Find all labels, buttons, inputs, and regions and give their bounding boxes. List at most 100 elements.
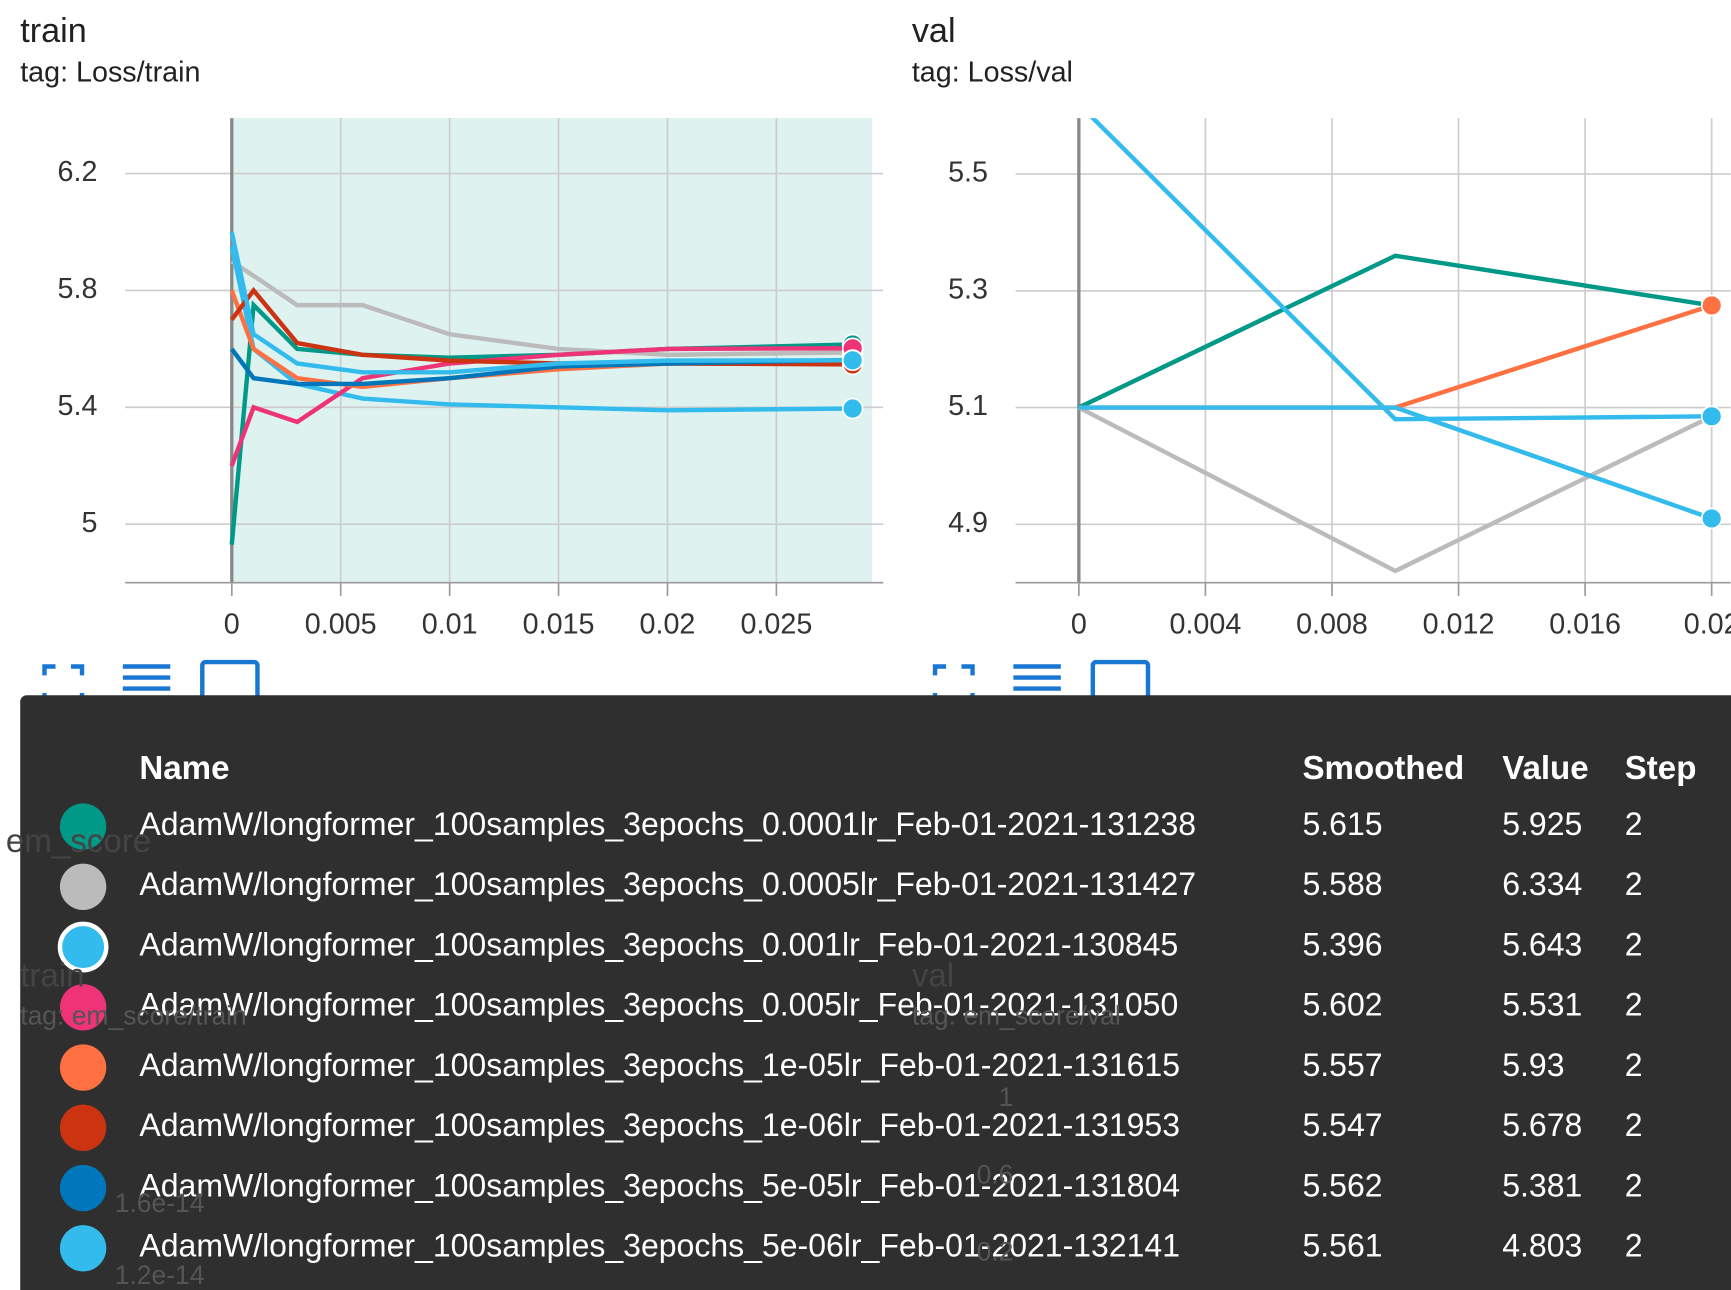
raw-value: 4.803 [1502,1228,1582,1264]
hover-dot [841,349,864,372]
hover-dot [1700,405,1723,428]
legend-icon[interactable] [122,664,171,702]
x-tick-label: 0.005 [305,608,377,640]
x-tick-label: 0.008 [1296,608,1368,640]
card-tag: tag: em_score/train [20,1000,247,1030]
smoothed-value: 5.557 [1302,1047,1382,1083]
smoothed-value: 5.588 [1302,866,1382,902]
series-line [1078,405,1713,521]
smoothed-value: 5.396 [1302,926,1382,962]
series-line [1077,253,1713,410]
y-tick-label: 5.4 [58,390,98,422]
x-tick-label: 0 [224,608,240,640]
tooltip-table: Name Smoothed Value Step AdamW/longformer_10… [57,750,1697,1272]
raw-value: 5.381 [1502,1167,1582,1203]
chart-tag: tag: Loss/train [20,57,200,89]
legend-icon[interactable] [1013,664,1061,702]
raw-value: 5.678 [1502,1107,1582,1143]
run-name: AdamW/longformer_100samples_3epochs_0.00… [139,866,1196,902]
step-value: 2 [1625,1107,1643,1143]
chart-title: val [912,12,956,50]
run-name: AdamW/longformer_100samples_3epochs_1e-0… [139,1047,1180,1083]
run-swatch [59,1044,107,1091]
run-name: AdamW/longformer_100samples_3epochs_0.00… [139,987,1178,1023]
step-value: 2 [1625,1047,1643,1083]
x-tick-label: 0.012 [1423,608,1495,640]
x-tick-label: 0.025 [741,608,813,640]
column-header: Smoothed [1302,750,1464,787]
series-line [229,347,853,387]
chart-tag: tag: Loss/val [912,57,1073,89]
x-tick-label: 0.004 [1170,608,1242,640]
step-value: 2 [1625,987,1643,1023]
smoothed-value: 5.615 [1302,806,1382,842]
card-tick: 0.2 [977,1237,1014,1267]
y-tick-label: 5.1 [948,390,988,422]
x-tick-label: 0.01 [422,608,478,640]
step-value: 2 [1625,1167,1643,1203]
smoothed-value: 5.561 [1302,1228,1382,1264]
series-line [1077,405,1713,574]
y-tick-label: 6.2 [58,156,98,188]
step-value: 2 [1625,866,1643,902]
series-line [1089,118,1712,422]
column-header: Step [1625,750,1697,787]
card-title: val [912,957,954,994]
smoothed-value: 5.602 [1302,987,1382,1023]
x-tick-label: 0 [1071,608,1087,640]
card-tag: tag: em_score/val [912,1000,1121,1030]
run-swatch [59,863,107,910]
raw-value: 5.643 [1502,926,1582,962]
run-swatch [59,984,107,1031]
smoothed-value: 5.562 [1302,1167,1382,1203]
run-swatch [59,803,107,850]
smoothed-value: 5.547 [1302,1107,1382,1143]
step-value: 2 [1625,926,1643,962]
y-tick-label: 5.3 [948,273,988,305]
card-tick: 1 [999,1082,1014,1112]
chart-title: train [20,12,87,50]
raw-value: 5.531 [1502,987,1582,1023]
column-header: Value [1502,750,1588,787]
x-tick-label: 0.02 [1684,608,1731,640]
y-tick-label: 5 [81,507,97,539]
card-tick: 1.2e-14 [115,1260,205,1290]
step-value: 2 [1625,1228,1643,1264]
y-tick-label: 5.5 [948,157,988,189]
run-swatch [59,1164,107,1212]
series-line [1078,303,1713,410]
hover-dot [841,397,864,420]
series-line [229,231,853,375]
x-tick-label: 0.015 [523,608,595,640]
card-title: train [20,957,84,994]
y-tick-label: 5.8 [58,273,98,305]
step-value: 2 [1625,806,1643,842]
series-line [230,259,853,357]
run-swatch [57,921,109,973]
x-tick-label: 0.016 [1549,608,1621,640]
raw-value: 6.334 [1502,866,1582,902]
run-swatch [59,1225,107,1272]
raw-value: 5.93 [1502,1047,1564,1083]
run-name: AdamW/longformer_100samples_3epochs_0.00… [139,926,1178,962]
fullscreen-icon[interactable] [932,664,975,705]
run-name: AdamW/longformer_100samples_3epochs_1e-0… [139,1107,1180,1143]
toolbar-left[interactable] [42,659,260,709]
run-name: AdamW/longformer_100samples_3epochs_5e-0… [139,1228,1180,1264]
x-tick-label: 0.02 [640,608,696,640]
y-tick-label: 4.9 [948,507,988,539]
run-name: AdamW/longformer_100samples_3epochs_5e-0… [139,1167,1180,1203]
card-tick: 0.6 [977,1159,1014,1189]
tooltip-panel [20,695,1731,1290]
fullscreen-icon[interactable] [42,664,85,705]
hover-dot [1700,294,1723,317]
run-name: AdamW/longformer_100samples_3epochs_0.00… [139,806,1196,842]
column-header: Name [139,750,229,787]
card-heading: em_score [6,823,151,860]
run-swatch [59,1104,107,1151]
raw-value: 5.925 [1502,806,1582,842]
card-tick: 1.6e-14 [115,1188,205,1218]
hover-dot [1700,507,1723,530]
